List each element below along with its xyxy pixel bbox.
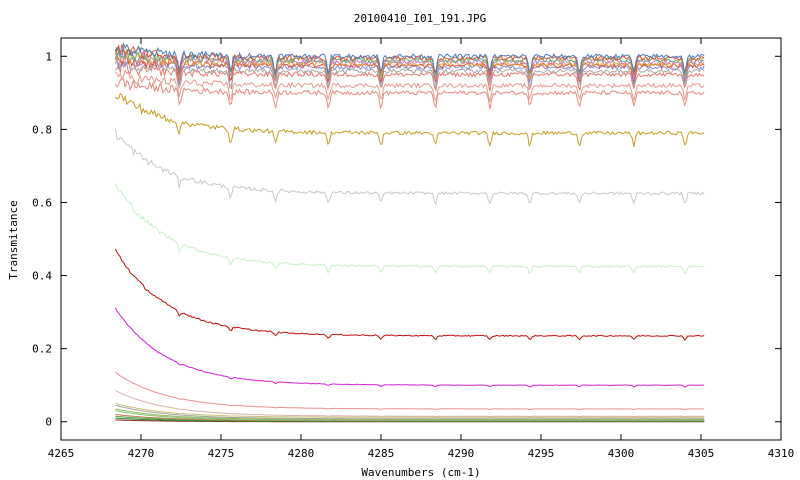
- series-line: [115, 403, 705, 419]
- series-line: [114, 248, 705, 341]
- y-tick-label: 0.4: [32, 270, 52, 283]
- series-line: [114, 56, 705, 86]
- series-line: [114, 52, 705, 83]
- series-line: [115, 57, 705, 89]
- series-line: [115, 371, 705, 411]
- x-tick-label: 4305: [688, 447, 715, 460]
- x-tick-label: 4270: [128, 447, 155, 460]
- series-line: [115, 408, 705, 421]
- x-tick-label: 4290: [448, 447, 475, 460]
- series-line: [114, 128, 705, 206]
- series-line: [115, 92, 705, 148]
- y-tick-label: 0.6: [32, 196, 52, 209]
- y-axis-label: Transmitance: [7, 200, 20, 279]
- series-line: [114, 46, 705, 78]
- y-tick-label: 0: [45, 416, 52, 429]
- series-line: [114, 41, 705, 76]
- series-line: [115, 404, 705, 420]
- x-tick-label: 4280: [288, 447, 315, 460]
- series-line: [115, 410, 705, 421]
- x-tick-label: 4295: [528, 447, 555, 460]
- x-axis-label: Wavenumbers (cm-1): [361, 466, 480, 479]
- series-line: [114, 183, 705, 275]
- x-tick-label: 4285: [368, 447, 395, 460]
- chart-title: 20100410_I01_191.JPG: [354, 12, 486, 25]
- x-tick-label: 4275: [208, 447, 235, 460]
- x-tick-label: 4265: [48, 447, 75, 460]
- y-tick-label: 0.2: [32, 343, 52, 356]
- plot-frame: [60, 37, 782, 441]
- series-line: [114, 307, 705, 388]
- series-line: [114, 43, 705, 76]
- axis-ticks: 4265 4270 4275 4280 4285 4290 4295 4300 4305 4310…: [32, 38, 794, 460]
- series-line: [115, 60, 705, 92]
- series-layer: [114, 41, 705, 423]
- x-tick-label: 4300: [608, 447, 635, 460]
- series-line: [115, 390, 705, 418]
- y-tick-label: 0.8: [32, 123, 52, 136]
- series-line: [114, 77, 705, 110]
- y-tick-label: 1: [45, 50, 52, 63]
- series-line: [114, 69, 705, 103]
- x-tick-label: 4310: [768, 447, 795, 460]
